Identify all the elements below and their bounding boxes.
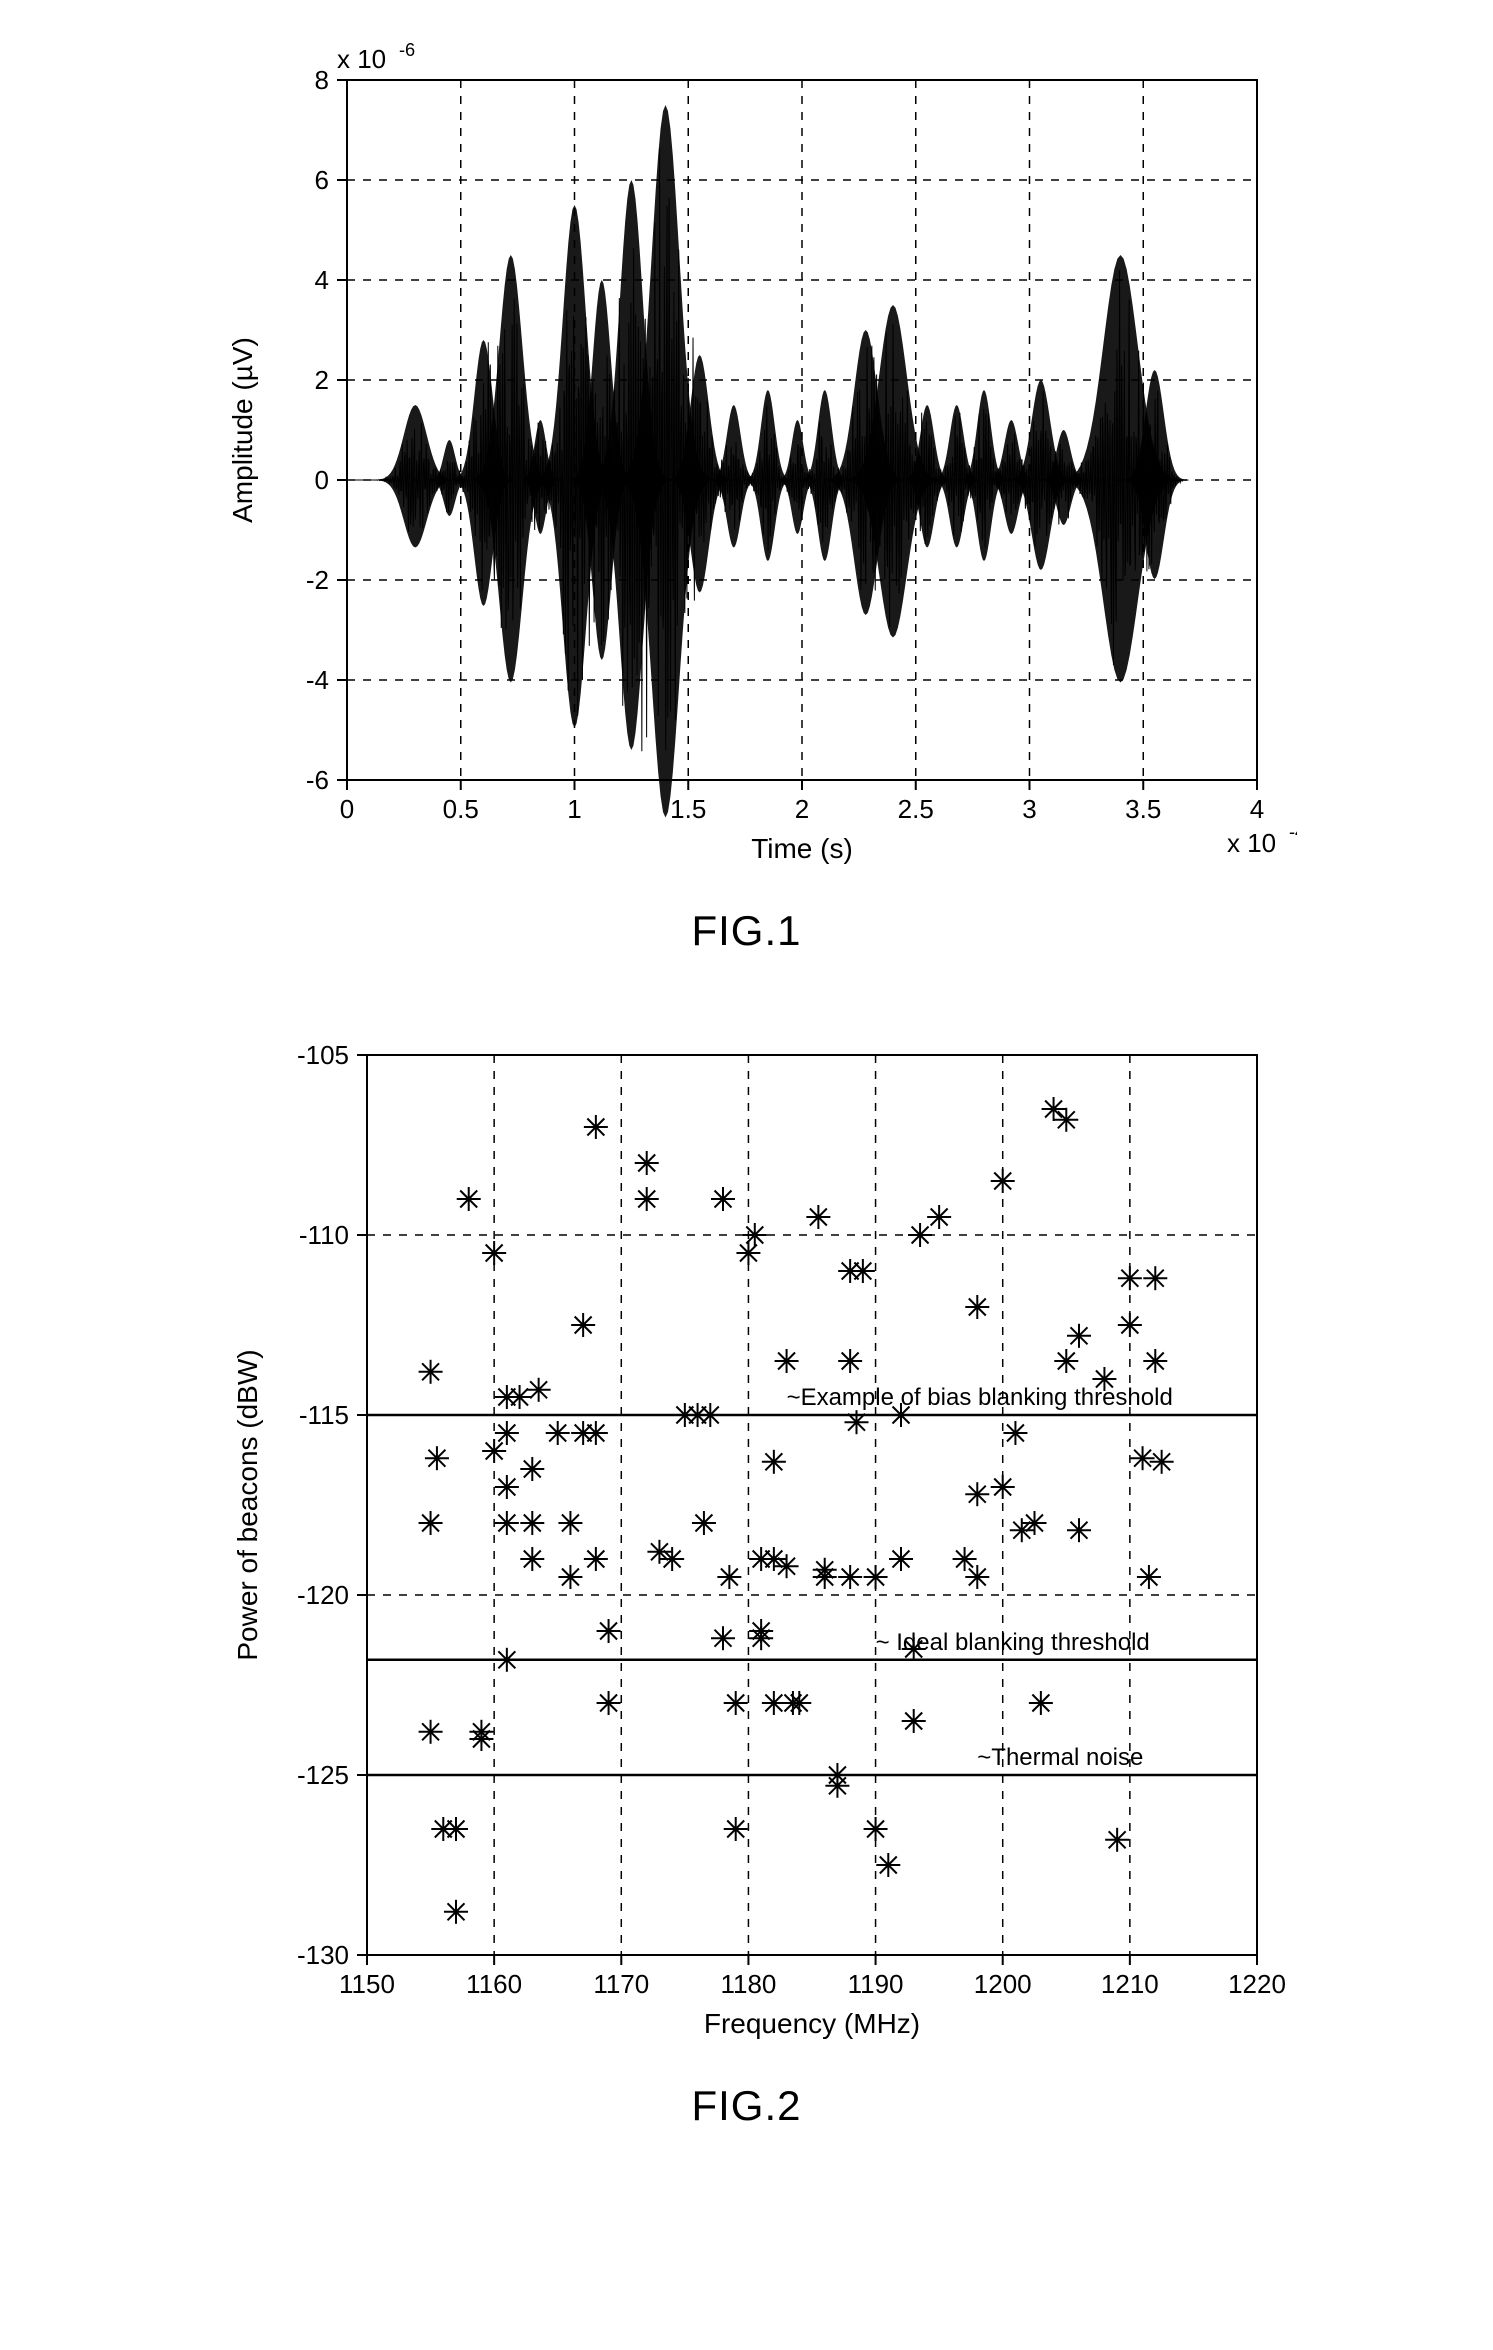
svg-text:0: 0: [339, 794, 353, 824]
svg-text:Power of beacons (dBW): Power of beacons (dBW): [232, 1349, 263, 1660]
svg-text:-130: -130: [296, 1940, 348, 1970]
svg-text:-4: -4: [305, 665, 328, 695]
figure-1: 0 0.5 1 1.5 2 2.5 3 3.5 4 -6 -4 -2 0 2 4 6 8 Time (s) Ampl…: [197, 40, 1297, 955]
svg-text:1150: 1150: [339, 1969, 395, 1999]
svg-text:3.5: 3.5: [1125, 794, 1161, 824]
svg-text:1190: 1190: [847, 1969, 903, 1999]
svg-text:6: 6: [314, 165, 328, 195]
svg-text:4: 4: [314, 265, 328, 295]
svg-text:1220: 1220: [1228, 1969, 1286, 1999]
svg-text:1160: 1160: [466, 1969, 522, 1999]
svg-text:-110: -110: [298, 1220, 348, 1250]
svg-text:-115: -115: [298, 1400, 348, 1430]
svg-text:1180: 1180: [720, 1969, 776, 1999]
svg-text:1170: 1170: [593, 1969, 649, 1999]
svg-text:-105: -105: [296, 1040, 348, 1070]
svg-text:1210: 1210: [1100, 1969, 1158, 1999]
fig2-caption: FIG.2: [691, 2082, 801, 2130]
svg-text:-4: -4: [1289, 822, 1297, 842]
svg-text:1: 1: [567, 794, 581, 824]
svg-text:-2: -2: [305, 565, 328, 595]
fig1-chart: 0 0.5 1 1.5 2 2.5 3 3.5 4 -6 -4 -2 0 2 4 6 8 Time (s) Ampl…: [197, 40, 1297, 895]
svg-text:8: 8: [314, 65, 328, 95]
svg-text:3: 3: [1022, 794, 1036, 824]
svg-text:~Thermal noise: ~Thermal noise: [977, 1744, 1143, 1771]
svg-text:4: 4: [1249, 794, 1263, 824]
svg-text:2.5: 2.5: [897, 794, 933, 824]
figure-2: ~Example of bias blanking threshold~ Ide…: [197, 1015, 1297, 2130]
fig2-chart: ~Example of bias blanking threshold~ Ide…: [197, 1015, 1297, 2070]
svg-text:x 10: x 10: [1227, 828, 1276, 858]
svg-text:2: 2: [794, 794, 808, 824]
svg-text:Amplitude (µV): Amplitude (µV): [227, 337, 258, 523]
svg-text:-125: -125: [296, 1760, 348, 1790]
svg-text:~Example of bias blanking thre: ~Example of bias blanking threshold: [786, 1384, 1172, 1411]
svg-text:Time (s): Time (s): [751, 833, 853, 864]
svg-text:Frequency (MHz): Frequency (MHz): [703, 2008, 919, 2039]
svg-text:-6: -6: [305, 765, 328, 795]
svg-text:-6: -6: [399, 40, 415, 60]
fig1-caption: FIG.1: [691, 907, 801, 955]
svg-text:0: 0: [314, 465, 328, 495]
svg-text:1.5: 1.5: [670, 794, 706, 824]
svg-text:2: 2: [314, 365, 328, 395]
svg-text:x 10: x 10: [337, 44, 386, 74]
svg-text:0.5: 0.5: [442, 794, 478, 824]
svg-text:1200: 1200: [973, 1969, 1031, 1999]
svg-text:-120: -120: [296, 1580, 348, 1610]
